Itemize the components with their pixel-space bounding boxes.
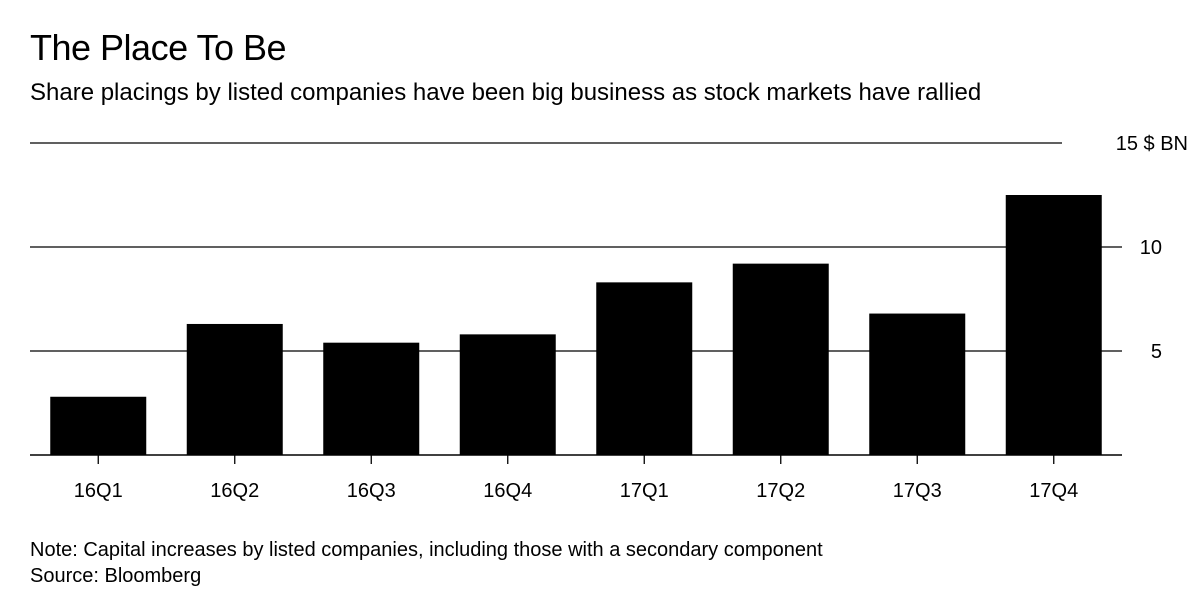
- bar-16Q1: [50, 396, 147, 455]
- chart-subtitle: Share placings by listed companies have …: [30, 79, 982, 106]
- x-tick-label-17Q3: 17Q3: [893, 480, 942, 502]
- chart-note: Note: Capital increases by listed compan…: [30, 539, 823, 561]
- bar-17Q4: [1005, 195, 1102, 455]
- x-tick-label-16Q2: 16Q2: [210, 480, 259, 502]
- axes: 16Q1 16Q2 16Q3 16Q4 17Q1 17Q2 17Q3 17Q4: [30, 454, 1122, 502]
- x-tick-label-17Q4: 17Q4: [1029, 480, 1078, 502]
- x-tick-label-17Q1: 17Q1: [620, 480, 669, 502]
- bar-16Q2: [186, 323, 283, 455]
- x-tick-label-16Q3: 16Q3: [347, 480, 396, 502]
- y-tick-label-10: 10: [1140, 237, 1162, 259]
- bar-16Q4: [459, 334, 556, 455]
- x-tick-label-17Q2: 17Q2: [756, 480, 805, 502]
- bar-17Q3: [869, 313, 966, 455]
- x-tick-label-16Q4: 16Q4: [483, 480, 532, 502]
- chart-title: The Place To Be: [30, 27, 287, 68]
- y-tick-label-5: 5: [1151, 341, 1162, 363]
- y-tick-label-15: 15 $ BN: [1116, 133, 1188, 155]
- bar-16Q3: [323, 342, 420, 455]
- x-tick-label-16Q1: 16Q1: [74, 480, 123, 502]
- chart-source: Source: Bloomberg: [30, 565, 202, 587]
- bar-17Q1: [596, 282, 693, 455]
- bars: [50, 195, 1102, 455]
- bar-17Q2: [732, 263, 829, 455]
